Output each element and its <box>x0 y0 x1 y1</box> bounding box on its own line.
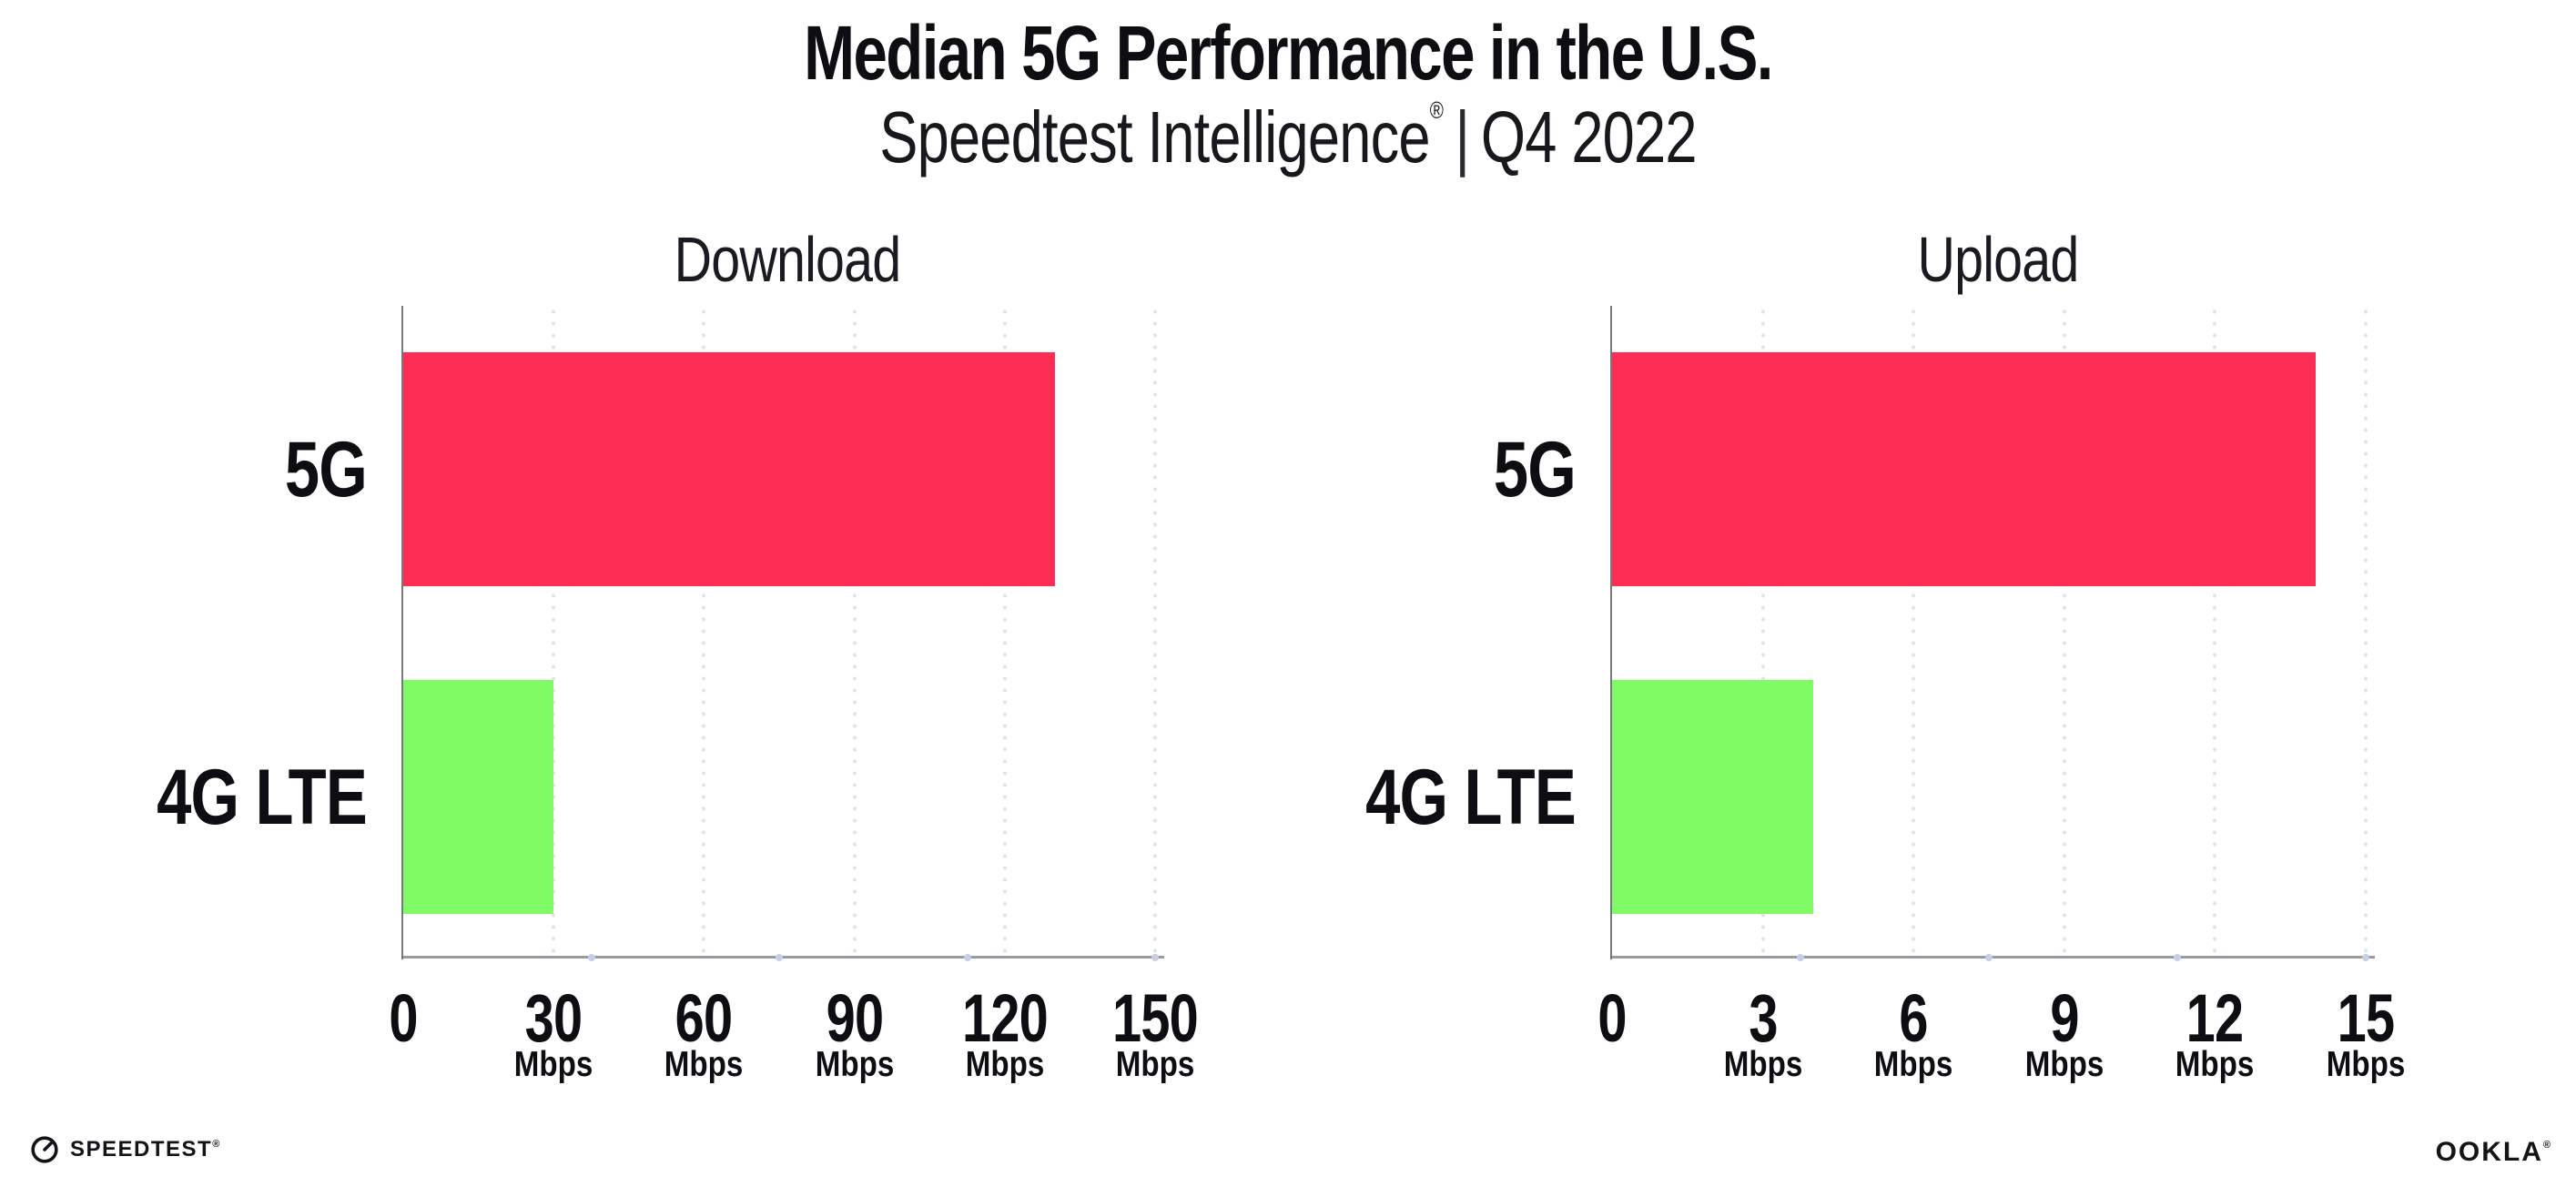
axis-tick-dot <box>776 954 783 961</box>
x-axis-line-download <box>403 956 1164 959</box>
tick-label-6-upload: 6 <box>1899 980 1929 1056</box>
bar-5g-upload <box>1612 352 2316 586</box>
tick-unit-150-download: Mbps <box>1115 1045 1195 1084</box>
tick-unit-6-upload: Mbps <box>1873 1045 1953 1084</box>
y-axis-line-upload <box>1610 306 1612 959</box>
bar-4g-lte-download <box>403 680 554 914</box>
tick-label-9-upload: 9 <box>2050 980 2079 1056</box>
x-axis-line-upload <box>1612 956 2375 959</box>
tick-unit-15-upload: Mbps <box>2326 1045 2406 1084</box>
axis-tick-dot <box>1985 954 1993 961</box>
registered-mark: ® <box>1429 96 1444 124</box>
bar-5g-download <box>403 352 1055 586</box>
gridline-60-mbps <box>702 306 706 958</box>
tick-label-30-download: 30 <box>524 980 583 1056</box>
subtitle-brand: Speedtest Intelligence <box>879 96 1430 178</box>
bar-4g-lte-upload <box>1612 680 1813 914</box>
gridline-15-mbps <box>2364 306 2368 958</box>
chart-title-download: Download <box>674 224 902 295</box>
category-label-5g-upload: 5G <box>1493 425 1577 513</box>
subtitle-period: Q4 2022 <box>1480 96 1698 178</box>
category-label-4g-lte-download: 4G LTE <box>157 753 368 841</box>
tick-unit-120-download: Mbps <box>965 1045 1045 1084</box>
gridline-9-mbps <box>2062 306 2066 958</box>
tick-label-90-download: 90 <box>826 980 883 1056</box>
speedtest-registered-mark: ® <box>212 1139 220 1150</box>
speedtest-logo: SPEEDTEST® <box>30 1135 219 1164</box>
gridline-90-mbps <box>852 306 857 958</box>
gridline-12-mbps <box>2213 306 2217 958</box>
tick-unit-60-download: Mbps <box>664 1045 744 1084</box>
tick-label-3-upload: 3 <box>1748 980 1778 1056</box>
axis-tick-dot <box>2174 954 2181 961</box>
tick-label-60-download: 60 <box>675 980 733 1056</box>
speedtest-wordmark: SPEEDTEST® <box>70 1137 220 1161</box>
chart-title-upload: Upload <box>1917 224 2080 295</box>
ookla-registered-mark: ® <box>2542 1140 2551 1151</box>
tick-label-120-download: 120 <box>961 980 1049 1056</box>
tick-unit-9-upload: Mbps <box>2024 1045 2104 1084</box>
axis-tick-dot <box>2362 954 2369 961</box>
axis-tick-dot <box>1151 954 1159 961</box>
axis-tick-dot <box>963 954 971 961</box>
gridline-6-mbps <box>1912 306 1916 958</box>
category-label-5g-download: 5G <box>284 425 368 513</box>
speedtest-gauge-icon <box>31 1136 58 1163</box>
tick-label-15-upload: 15 <box>2337 980 2395 1056</box>
axis-tick-dot <box>587 954 595 961</box>
tick-unit-3-upload: Mbps <box>1723 1045 1802 1084</box>
subtitle-divider: | <box>1455 96 1470 178</box>
gridline-3-mbps <box>1760 306 1765 958</box>
category-label-4g-lte-upload: 4G LTE <box>1365 753 1577 841</box>
y-axis-line-download <box>401 306 403 959</box>
gridline-120-mbps <box>1002 306 1007 958</box>
gridline-150-mbps <box>1153 306 1157 958</box>
tick-unit-90-download: Mbps <box>815 1045 894 1084</box>
axis-tick-dot <box>1797 954 1804 961</box>
tick-label-12-upload: 12 <box>2186 980 2244 1056</box>
ookla-logo: OOKLA® <box>2436 1139 2551 1166</box>
tick-label-0-upload: 0 <box>1597 980 1627 1056</box>
tick-label-150-download: 150 <box>1112 980 1199 1056</box>
tick-unit-12-upload: Mbps <box>2175 1045 2255 1084</box>
ookla-wordmark: OOKLA <box>2435 1137 2543 1167</box>
gridline-30-mbps <box>552 306 556 958</box>
page-title: Median 5G Performance in the U.S. <box>804 10 1773 96</box>
page-subtitle: Speedtest Intelligence® | Q4 2022 <box>270 98 2306 174</box>
tick-unit-30-download: Mbps <box>513 1045 593 1084</box>
tick-label-0-download: 0 <box>389 980 418 1056</box>
